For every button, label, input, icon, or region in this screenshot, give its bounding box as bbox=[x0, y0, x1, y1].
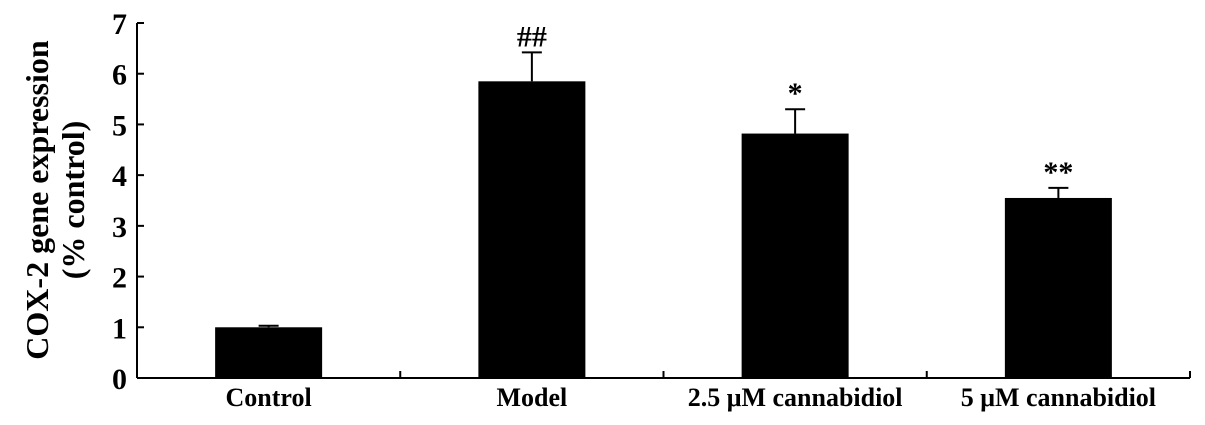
x-tick-label: Control bbox=[226, 383, 312, 412]
y-tick-label: 5 bbox=[112, 109, 127, 142]
y-tick-label: 7 bbox=[112, 8, 127, 41]
x-tick-label: Model bbox=[496, 383, 567, 412]
bars bbox=[215, 51, 1112, 379]
y-tick-label: 4 bbox=[112, 160, 127, 193]
x-tick-label: 5 μM cannabidiol bbox=[961, 383, 1156, 412]
tick-labels: 0 1 2 3 4 5 6 7 Control ## Model * 2.5 μM cannabidio… bbox=[112, 8, 1156, 412]
significance-label: ## bbox=[517, 20, 547, 53]
y-tick-label: 2 bbox=[112, 262, 127, 295]
bar bbox=[1004, 197, 1112, 378]
x-tick-label: 2.5 μM cannabidiol bbox=[688, 383, 903, 412]
y-tick-label: 6 bbox=[112, 59, 127, 92]
bar bbox=[741, 133, 849, 378]
y-tick-label: 0 bbox=[112, 363, 127, 396]
y-axis-label: COX-2 gene expression (% control) bbox=[19, 40, 91, 360]
significance-label: * bbox=[788, 77, 803, 110]
bar bbox=[215, 327, 323, 378]
y-axis-label-line-1: COX-2 gene expression bbox=[19, 40, 55, 360]
y-axis-label-line-2: (% control) bbox=[55, 121, 91, 279]
y-tick-label: 3 bbox=[112, 211, 127, 244]
bar bbox=[478, 81, 586, 379]
significance-label: ** bbox=[1043, 156, 1073, 189]
y-tick-label: 1 bbox=[112, 312, 127, 345]
